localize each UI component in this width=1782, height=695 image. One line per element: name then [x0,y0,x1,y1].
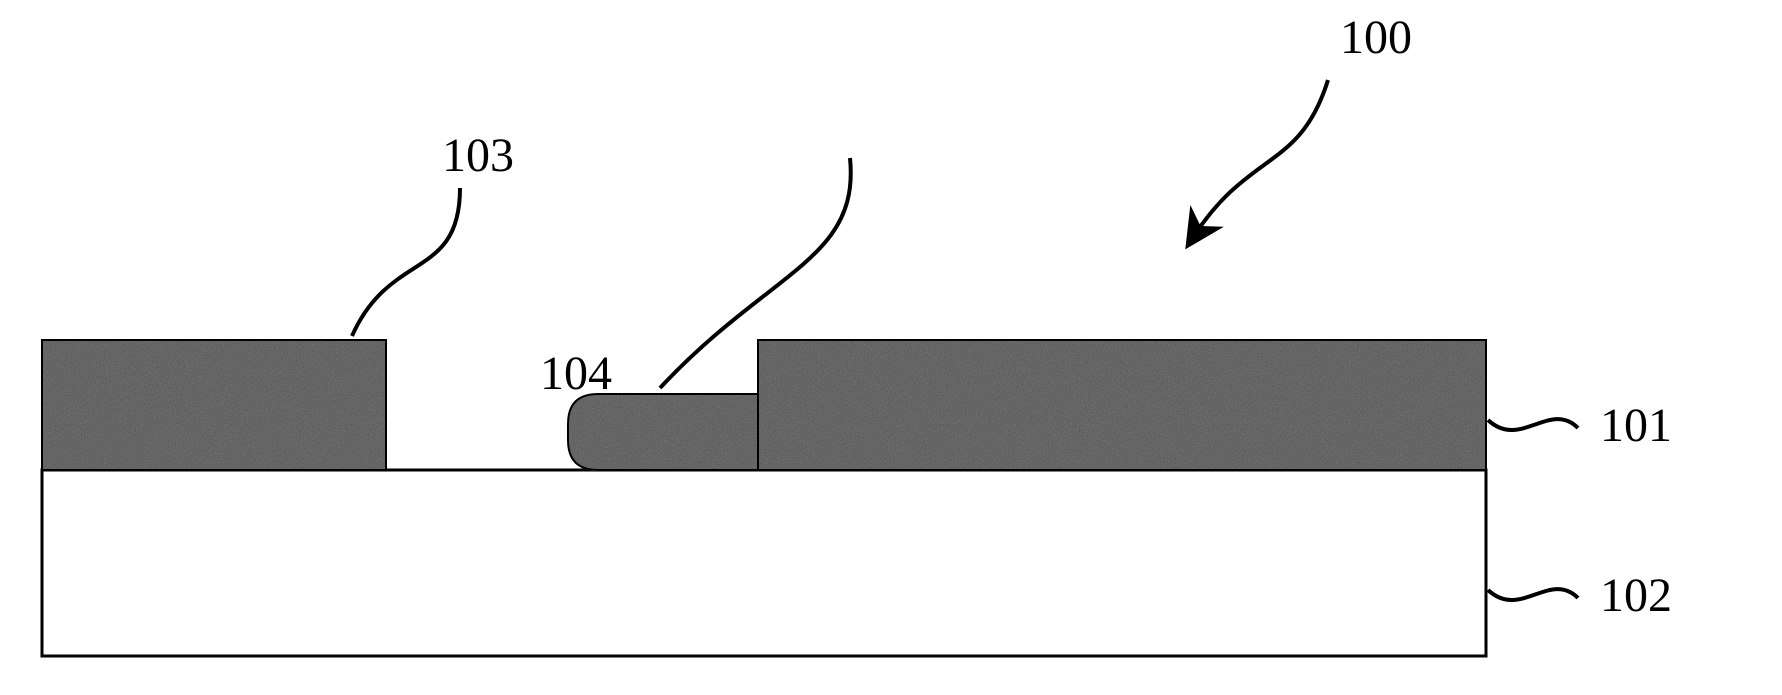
diagram-svg [0,0,1782,695]
leader-100 [1194,80,1328,236]
patent-cross-section-diagram: 100 103 104 101 102 [0,0,1782,695]
label-101: 101 [1600,398,1672,453]
label-102: 102 [1600,568,1672,623]
leader-103 [352,188,460,336]
label-103: 103 [442,128,514,183]
region-104-bump [568,394,758,470]
label-100: 100 [1340,10,1412,65]
substrate-layer-102 [42,470,1486,656]
label-104: 104 [540,346,612,401]
leader-101 [1488,419,1578,430]
layer-101-right-block [758,340,1486,470]
layer-101-left-block [42,340,386,470]
leader-102 [1488,589,1578,600]
